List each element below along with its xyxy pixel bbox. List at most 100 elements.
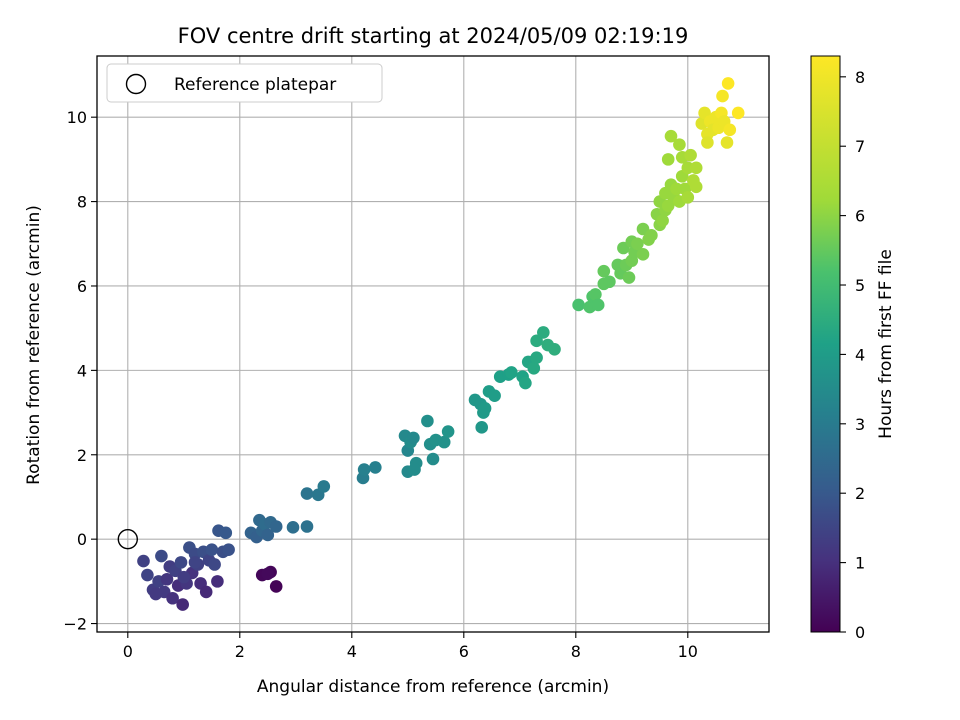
data-point	[269, 580, 283, 593]
data-point	[505, 366, 518, 379]
data-point	[664, 129, 678, 143]
legend-box	[106, 63, 383, 103]
data-point	[475, 421, 489, 434]
data-point	[317, 480, 331, 493]
data-point	[689, 161, 703, 175]
data-point	[721, 77, 735, 90]
x-tick-label: 10	[678, 642, 698, 661]
data-point	[160, 572, 174, 586]
colorbar-ticks: 0 1 2 3 4 5 6 7 8	[840, 68, 865, 642]
data-point	[603, 275, 616, 289]
chart-title: FOV centre drift starting at 2024/05/09 …	[178, 24, 689, 48]
data-point	[537, 326, 550, 339]
data-point	[269, 520, 283, 533]
data-point	[211, 575, 224, 588]
y-tick-label: 10	[67, 108, 87, 127]
x-tick-label: 8	[571, 642, 581, 661]
data-point	[441, 425, 455, 438]
legend-entry-reference: Reference platepar	[174, 75, 336, 95]
data-point	[205, 543, 219, 557]
y-axis-label: Rotation from reference (arcmin)	[24, 205, 44, 485]
data-point	[488, 389, 501, 402]
data-point	[166, 591, 179, 605]
x-tick-label: 2	[235, 642, 245, 661]
data-point	[176, 598, 189, 611]
data-point	[149, 587, 163, 601]
data-point	[426, 452, 440, 466]
colorbar-tick-label: 7	[855, 137, 865, 156]
colorbar-label: Hours from first FF file	[876, 249, 896, 439]
data-point	[208, 558, 221, 571]
data-point	[188, 556, 202, 569]
data-point	[689, 180, 703, 194]
data-point	[261, 528, 275, 542]
data-point	[656, 214, 669, 227]
data-point	[407, 431, 420, 445]
data-point	[286, 521, 300, 534]
colorbar-tick-label: 0	[855, 623, 865, 642]
y-axis: −2 0 2 4 6 8 10	[63, 108, 97, 634]
data-point	[684, 148, 697, 162]
data-point	[597, 264, 611, 278]
x-tick-label: 4	[347, 642, 357, 661]
colorbar-tick-label: 3	[855, 415, 865, 434]
data-point	[137, 554, 150, 568]
x-axis-label: Angular distance from reference (arcmin)	[257, 677, 609, 697]
data-point	[408, 463, 421, 476]
data-point	[720, 136, 734, 149]
data-point	[519, 376, 532, 390]
y-tick-label: 6	[77, 277, 87, 296]
colorbar-tick-label: 4	[855, 345, 865, 364]
data-point	[478, 402, 492, 415]
data-point	[661, 153, 675, 166]
data-point	[622, 271, 636, 284]
data-point	[174, 556, 188, 569]
colorbar-tick-label: 8	[855, 68, 865, 87]
data-point	[716, 89, 729, 103]
colorbar-tick-label: 5	[855, 276, 865, 295]
x-tick-label: 0	[123, 642, 133, 661]
data-point	[530, 334, 543, 348]
y-tick-label: 8	[77, 193, 87, 212]
x-tick-label: 6	[459, 642, 469, 661]
data-point	[631, 237, 644, 251]
y-tick-label: 0	[77, 530, 87, 549]
data-point	[421, 414, 434, 428]
data-point	[155, 549, 168, 563]
data-point	[527, 361, 541, 375]
x-axis: 0 2 4 6 8 10	[123, 632, 698, 661]
plot-frame	[96, 55, 770, 633]
colorbar-tick-label: 6	[855, 207, 865, 226]
data-point	[300, 520, 314, 533]
data-point	[673, 138, 686, 151]
colorbar: 0 1 2 3 4 5 6 7 8 Hours from first FF file	[810, 55, 896, 642]
grid	[97, 56, 769, 632]
data-points	[137, 77, 745, 611]
data-point	[589, 288, 602, 301]
reference-marker-group	[117, 528, 139, 550]
data-point	[548, 342, 561, 356]
colorbar-gradient	[810, 55, 841, 633]
data-point	[369, 461, 382, 474]
data-point	[636, 248, 650, 261]
data-point	[261, 567, 275, 581]
data-point	[222, 543, 235, 557]
data-point	[219, 526, 233, 540]
data-point	[177, 570, 191, 584]
y-tick-label: −2	[63, 615, 87, 634]
colorbar-tick-label: 1	[855, 554, 865, 573]
legend: Reference platepar	[106, 63, 383, 103]
data-point	[357, 463, 371, 476]
data-point	[572, 298, 585, 312]
legend-reference-marker	[125, 73, 147, 95]
data-point	[701, 136, 714, 149]
data-point	[199, 585, 213, 599]
y-tick-label: 4	[77, 361, 87, 380]
data-point	[723, 123, 737, 137]
data-point	[681, 191, 695, 204]
data-point	[530, 351, 543, 365]
reference-platepar-marker	[117, 528, 139, 550]
colorbar-tick-label: 2	[855, 484, 865, 503]
